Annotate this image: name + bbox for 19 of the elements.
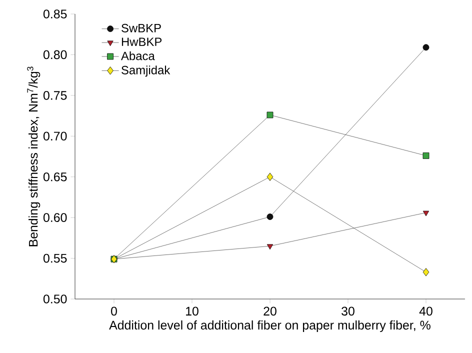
x-tick-label: 0 — [111, 306, 117, 316]
y-tick-label: 0.65 — [43, 172, 67, 182]
y-tick-label: 0.80 — [43, 50, 67, 60]
x-tick-label: 30 — [342, 306, 354, 316]
x-tick-label: 20 — [264, 306, 276, 316]
y-tick-label: 0.75 — [43, 91, 67, 100]
y-tick-label: 0.70 — [43, 132, 67, 141]
y-tick-label: 0.60 — [43, 213, 67, 222]
y-axis-title: Bending stiffness index, Nm$^{7}$/kg$^{3}$ — [27, 66, 40, 246]
legend-label: Samjidak — [122, 66, 170, 77]
x-axis-title: Addition level of additional fiber on paper mulberry fiber, % — [109, 320, 430, 332]
legend-label: SwBKP — [122, 24, 161, 32]
x-tick-label: 10 — [186, 306, 198, 316]
legend-label: Abaca — [121, 51, 155, 60]
y-tick-label: 0.50 — [43, 294, 67, 304]
legend-label: HwBKP — [122, 38, 162, 46]
y-tick-label: 0.55 — [43, 254, 67, 263]
x-tick-label: 40 — [419, 306, 432, 316]
y-tick-label: 0.85 — [43, 10, 67, 18]
